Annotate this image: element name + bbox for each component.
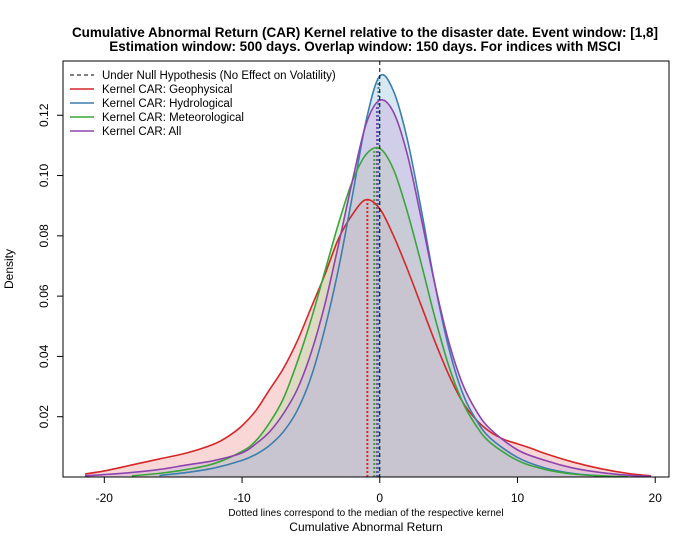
legend-label-null: Under Null Hypothesis (No Effect on Vola… bbox=[102, 70, 336, 82]
y-axis: 0.02 0.04 0.06 0.08 0.10 0.12 bbox=[37, 103, 63, 428]
x-tick-label: -20 bbox=[96, 491, 114, 505]
median-lines bbox=[366, 80, 380, 477]
fill-hydrological bbox=[159, 74, 621, 477]
x-axis-label: Cumulative Abnormal Return bbox=[289, 520, 442, 534]
x-axis: -20 -10 0 10 20 bbox=[96, 477, 663, 505]
legend-label-all: Kernel CAR: All bbox=[102, 126, 181, 138]
chart-title-line2: Estimation window: 500 days. Overlap win… bbox=[109, 39, 621, 54]
y-tick-label: 0.04 bbox=[37, 344, 51, 368]
median-note: Dotted lines correspond to the median of… bbox=[228, 508, 503, 519]
fill-geophysical bbox=[85, 199, 652, 477]
plot-frame bbox=[62, 60, 670, 478]
y-tick-label: 0.08 bbox=[37, 224, 51, 248]
chart-title-line1: Cumulative Abnormal Return (CAR) Kernel … bbox=[72, 25, 658, 40]
x-tick-label: 0 bbox=[376, 491, 383, 505]
fill-meteorological bbox=[131, 147, 628, 477]
line-meteorological bbox=[131, 146, 628, 478]
plot-area bbox=[84, 61, 652, 478]
y-tick-label: 0.02 bbox=[37, 405, 51, 429]
line-geophysical bbox=[84, 198, 652, 477]
x-tick-label: 20 bbox=[649, 491, 663, 505]
legend: Under Null Hypothesis (No Effect on Vola… bbox=[70, 70, 336, 138]
line-all bbox=[84, 98, 652, 478]
legend-label-meteorological: Kernel CAR: Meteorological bbox=[102, 112, 244, 124]
legend-label-hydrological: Kernel CAR: Hydrological bbox=[102, 98, 232, 110]
y-tick-label: 0.12 bbox=[37, 103, 51, 127]
y-tick-label: 0.06 bbox=[37, 284, 51, 308]
y-axis-label: Density bbox=[2, 249, 16, 289]
y-tick-label: 0.10 bbox=[37, 164, 51, 188]
x-tick-label: -10 bbox=[233, 491, 251, 505]
x-tick-label: 10 bbox=[511, 491, 525, 505]
legend-label-geophysical: Kernel CAR: Geophysical bbox=[102, 84, 232, 96]
